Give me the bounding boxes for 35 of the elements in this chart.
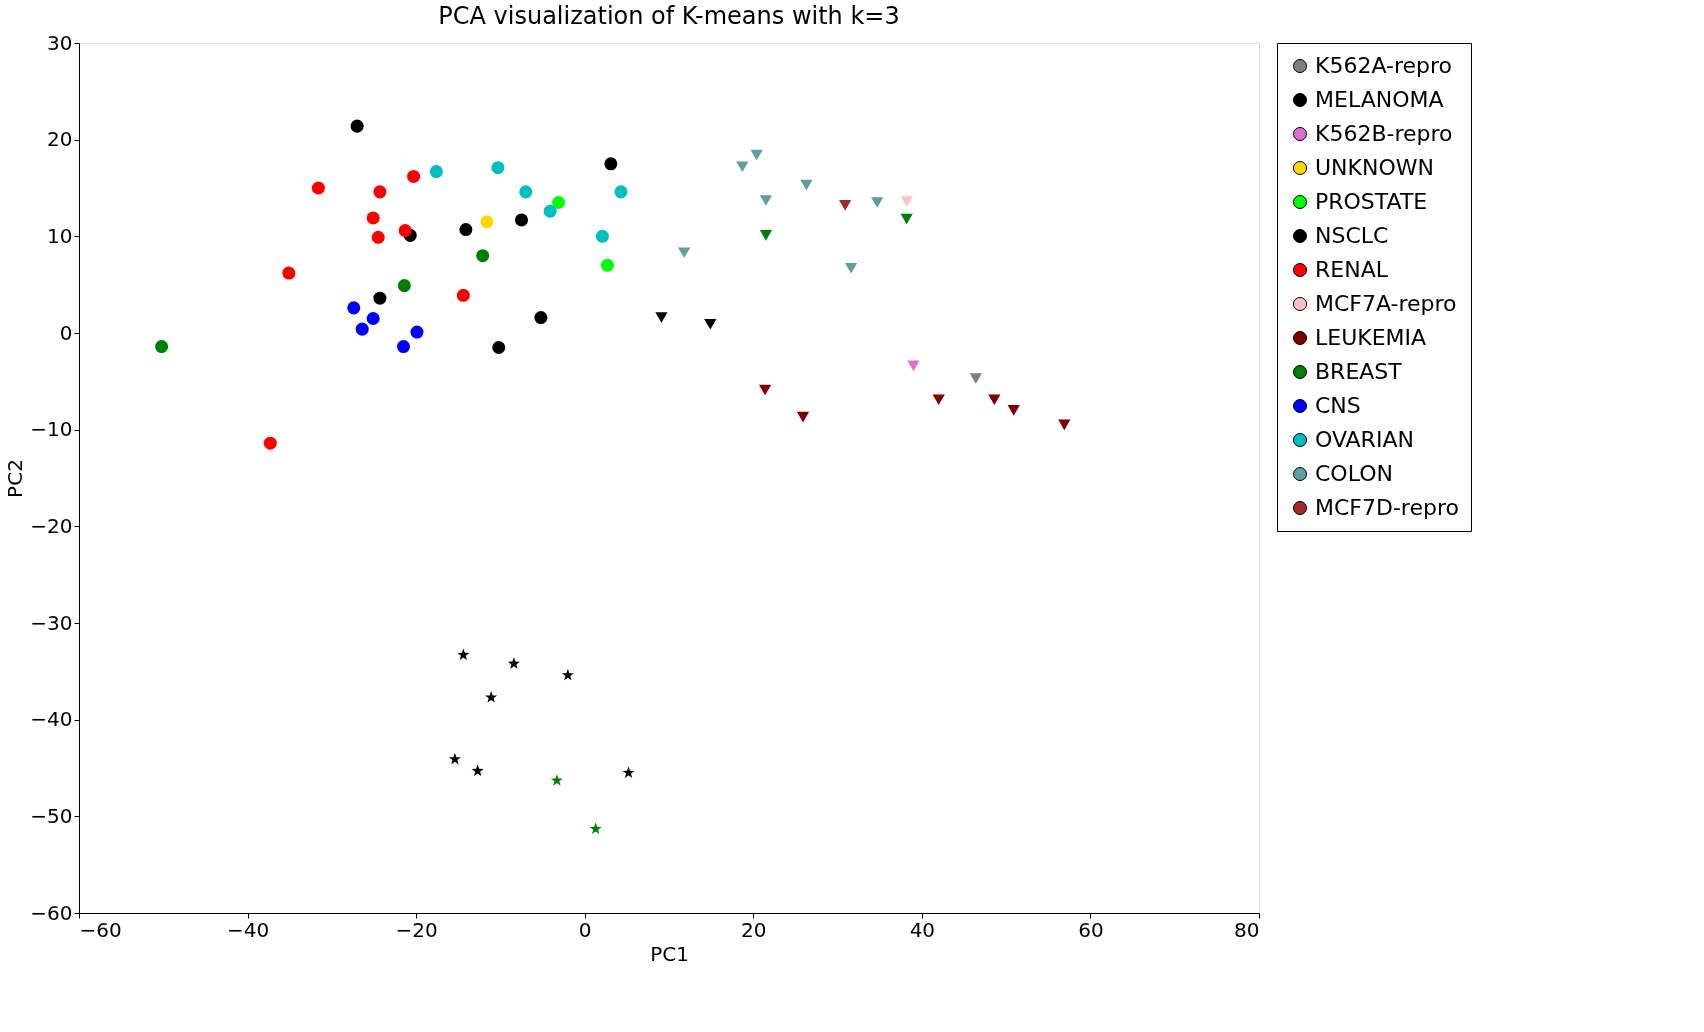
y-axis-title: PC2 bbox=[3, 459, 28, 498]
y-tick-label: −30 bbox=[30, 610, 73, 635]
x-tick-label: 40 bbox=[909, 917, 936, 942]
x-tick-label: −40 bbox=[226, 917, 270, 942]
y-tick-label: −20 bbox=[30, 513, 73, 538]
legend-label: COLON bbox=[1315, 461, 1393, 486]
y-tick-label: 20 bbox=[47, 127, 73, 152]
y-tick-label: −40 bbox=[30, 707, 73, 732]
legend-label: MCF7A-repro bbox=[1315, 291, 1457, 316]
x-axis-title: PC1 bbox=[650, 941, 689, 966]
legend-label: PROSTATE bbox=[1315, 189, 1428, 214]
legend-label: OVARIAN bbox=[1315, 427, 1414, 452]
chart-title: PCA visualization of K-means with k=3 bbox=[438, 2, 900, 30]
y-tick-label: 0 bbox=[59, 320, 73, 345]
legend-label: MELANOMA bbox=[1315, 87, 1444, 112]
legend-label: K562A-repro bbox=[1315, 53, 1453, 78]
y-tick-label: 30 bbox=[47, 30, 73, 55]
legend-label: LEUKEMIA bbox=[1315, 325, 1427, 350]
x-tick-label: 80 bbox=[1234, 917, 1260, 942]
legend-label: MCF7D-repro bbox=[1315, 495, 1459, 520]
legend-label: CNS bbox=[1315, 393, 1361, 418]
legend-label: BREAST bbox=[1315, 359, 1403, 384]
x-tick-label: 20 bbox=[741, 917, 767, 942]
x-tick-label: −20 bbox=[395, 917, 438, 942]
y-tick-label: −50 bbox=[30, 803, 73, 828]
x-tick-label: 60 bbox=[1078, 917, 1104, 942]
legend-label: UNKNOWN bbox=[1315, 155, 1434, 180]
legend-label: RENAL bbox=[1315, 257, 1389, 282]
y-tick-label: −60 bbox=[30, 900, 73, 925]
y-tick-label: −10 bbox=[30, 417, 73, 442]
x-tick-label: 0 bbox=[578, 917, 592, 942]
y-tick-label: 10 bbox=[47, 223, 73, 248]
legend-label: NSCLC bbox=[1315, 223, 1389, 248]
legend-label: K562B-repro bbox=[1315, 121, 1453, 146]
x-tick-label: −60 bbox=[79, 917, 122, 942]
